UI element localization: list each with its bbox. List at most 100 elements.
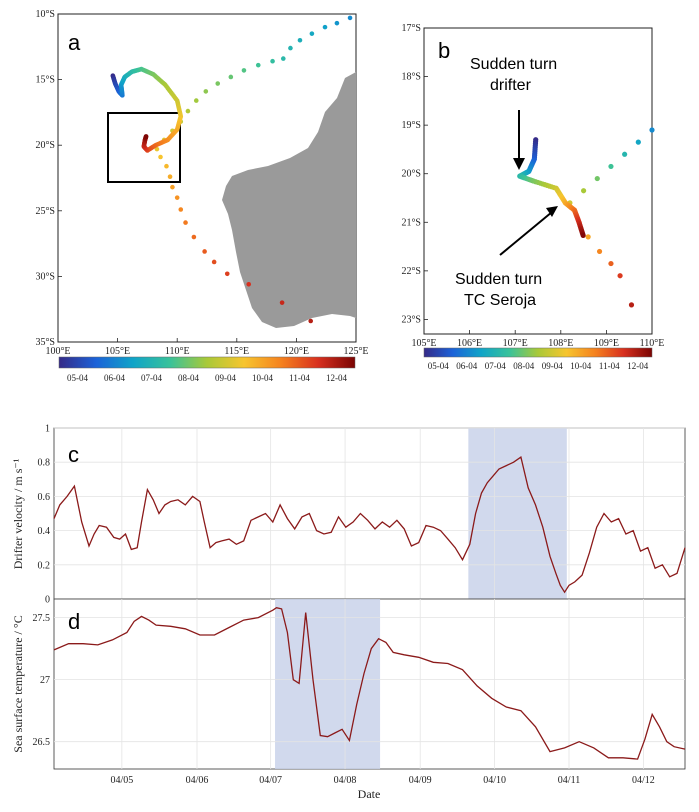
lon-tick-label: 120°E bbox=[284, 346, 309, 357]
series-line bbox=[53, 607, 686, 760]
y-tick-label: 0 bbox=[45, 595, 50, 606]
lon-tick-label: 125°E bbox=[343, 346, 368, 357]
map-a-tracks bbox=[110, 15, 353, 324]
tc-track-point bbox=[270, 58, 275, 64]
y-tick-label: 1 bbox=[45, 424, 50, 435]
x-tick-label: 04/08 bbox=[334, 775, 357, 786]
tc-track-point bbox=[347, 15, 353, 21]
tc-track-point bbox=[191, 234, 197, 240]
colorbar-a-labels: 05-04 06-04 07-04 08-04 09-04 10-04 11-04 12-04 bbox=[67, 373, 347, 383]
colorbar-label: 09-04 bbox=[215, 373, 236, 383]
lat-tick-label: 22°S bbox=[401, 266, 421, 277]
lat-tick-label: 20°S bbox=[35, 140, 55, 151]
lat-tick-label: 19°S bbox=[401, 120, 421, 131]
tc-track-point bbox=[228, 74, 234, 80]
y-tick-label: 0.2 bbox=[38, 560, 51, 571]
arrow-tc-head bbox=[546, 206, 558, 217]
plot-c-frame bbox=[53, 427, 686, 600]
lat-tick-label: 20°S bbox=[401, 169, 421, 180]
tc-track-point bbox=[167, 174, 173, 179]
panel-c-letter: c bbox=[68, 442, 79, 467]
lat-tick-label: 21°S bbox=[401, 217, 421, 228]
lon-tick-label: 107°E bbox=[503, 338, 528, 349]
tc-track-point bbox=[280, 56, 286, 61]
tc-track-point bbox=[185, 108, 191, 114]
y-tick-label: 27 bbox=[40, 675, 50, 686]
lon-tick-label: 109°E bbox=[594, 338, 619, 349]
panel-d: 26.5 27 27.5 04/05 04/06 04/07 04/08 04/09 04/10… bbox=[11, 598, 686, 801]
x-tick-label: 04/09 bbox=[409, 775, 432, 786]
lat-tick-label: 25°S bbox=[35, 206, 55, 217]
tc-track-point bbox=[246, 281, 252, 287]
tc-track-point bbox=[203, 89, 209, 94]
lat-tick-label: 15°S bbox=[35, 75, 55, 86]
tc-track-point bbox=[224, 271, 230, 277]
tc-track-point bbox=[628, 302, 635, 308]
x-tick-label: 04/06 bbox=[186, 775, 209, 786]
shaded-interval bbox=[275, 599, 381, 769]
y-tick-label: 0.4 bbox=[38, 526, 51, 537]
x-tick-label: 04/10 bbox=[483, 775, 506, 786]
arrow-drifter-head bbox=[513, 158, 525, 170]
annotation-drifter-line2: drifter bbox=[490, 77, 532, 94]
lon-tick-label: 105°E bbox=[411, 338, 436, 349]
x-tick-label: 04/05 bbox=[110, 775, 133, 786]
panel-c: 0 0.2 0.4 0.6 0.8 1 c Drifter velocity / m s⁻… bbox=[11, 424, 686, 606]
map-a-land bbox=[222, 14, 356, 342]
tc-track-point bbox=[158, 154, 163, 160]
tc-track-point bbox=[581, 188, 587, 194]
lat-tick-label: 35°S bbox=[35, 337, 55, 348]
lat-tick-label: 17°S bbox=[401, 23, 421, 34]
plot-d-ylabel: Sea surface temperature / °C bbox=[11, 615, 25, 752]
tc-track-point bbox=[596, 248, 603, 255]
series-line bbox=[53, 456, 686, 594]
panel-b-letter: b bbox=[438, 38, 450, 63]
panel-a-letter: a bbox=[68, 30, 81, 55]
arrow-tc bbox=[499, 211, 553, 256]
tc-track-point bbox=[608, 260, 614, 267]
tc-track-point bbox=[635, 139, 641, 145]
map-b-lat-ticks: 17°S 18°S 19°S 20°S 21°S 22°S 23°S bbox=[401, 23, 428, 325]
tc-track-point bbox=[193, 98, 199, 103]
tc-track-point bbox=[309, 31, 315, 36]
inset-box bbox=[107, 112, 181, 183]
tc-track-point bbox=[594, 175, 600, 182]
x-tick-label: 04/11 bbox=[558, 775, 580, 786]
annotation-tc-line2: TC Seroja bbox=[464, 292, 536, 309]
x-tick-label: 04/12 bbox=[632, 775, 655, 786]
lon-tick-label: 105°E bbox=[105, 346, 130, 357]
y-tick-label: 26.5 bbox=[33, 737, 51, 748]
lat-tick-label: 23°S bbox=[401, 314, 421, 325]
tc-track-point bbox=[170, 184, 175, 190]
colorbar-label: 07-04 bbox=[485, 361, 506, 371]
colorbar-label: 08-04 bbox=[513, 361, 534, 371]
tc-track-point bbox=[215, 81, 221, 86]
lat-tick-label: 30°S bbox=[35, 271, 55, 282]
tc-track-point bbox=[308, 318, 314, 324]
drifter-track-point bbox=[580, 232, 586, 238]
colorbar-label: 12-04 bbox=[326, 373, 347, 383]
y-tick-label: 27.5 bbox=[33, 613, 51, 624]
colorbar-b bbox=[423, 347, 653, 358]
tc-track-point bbox=[255, 62, 261, 68]
colorbar-label: 06-04 bbox=[456, 361, 477, 371]
colorbar-label: 05-04 bbox=[67, 373, 88, 383]
colorbar-label: 07-04 bbox=[141, 373, 162, 383]
plot-d-area: 26.5 27 27.5 04/05 04/06 04/07 04/08 04/09 04/10… bbox=[33, 599, 686, 786]
lon-tick-label: 115°E bbox=[224, 346, 249, 357]
tc-track-point bbox=[174, 195, 180, 200]
lat-tick-label: 18°S bbox=[401, 72, 421, 83]
tc-track-point bbox=[617, 273, 623, 279]
tc-track-point bbox=[279, 300, 285, 305]
tc-track-point bbox=[241, 68, 247, 73]
tc-track-point bbox=[585, 234, 591, 240]
lon-tick-label: 100°E bbox=[45, 346, 70, 357]
lon-tick-label: 108°E bbox=[548, 338, 573, 349]
tc-track-point bbox=[297, 37, 303, 43]
colorbar-b-labels: 05-04 06-04 07-04 08-04 09-04 10-04 11-04 12-04 bbox=[428, 361, 649, 371]
annotation-drifter-line1: Sudden turn bbox=[470, 56, 557, 73]
lon-tick-label: 110°E bbox=[165, 346, 190, 357]
map-b-lon-ticks: 105°E 106°E 107°E 108°E 109°E 110°E bbox=[411, 330, 664, 349]
colorbar-label: 10-04 bbox=[252, 373, 273, 383]
tc-track-point bbox=[649, 127, 655, 133]
